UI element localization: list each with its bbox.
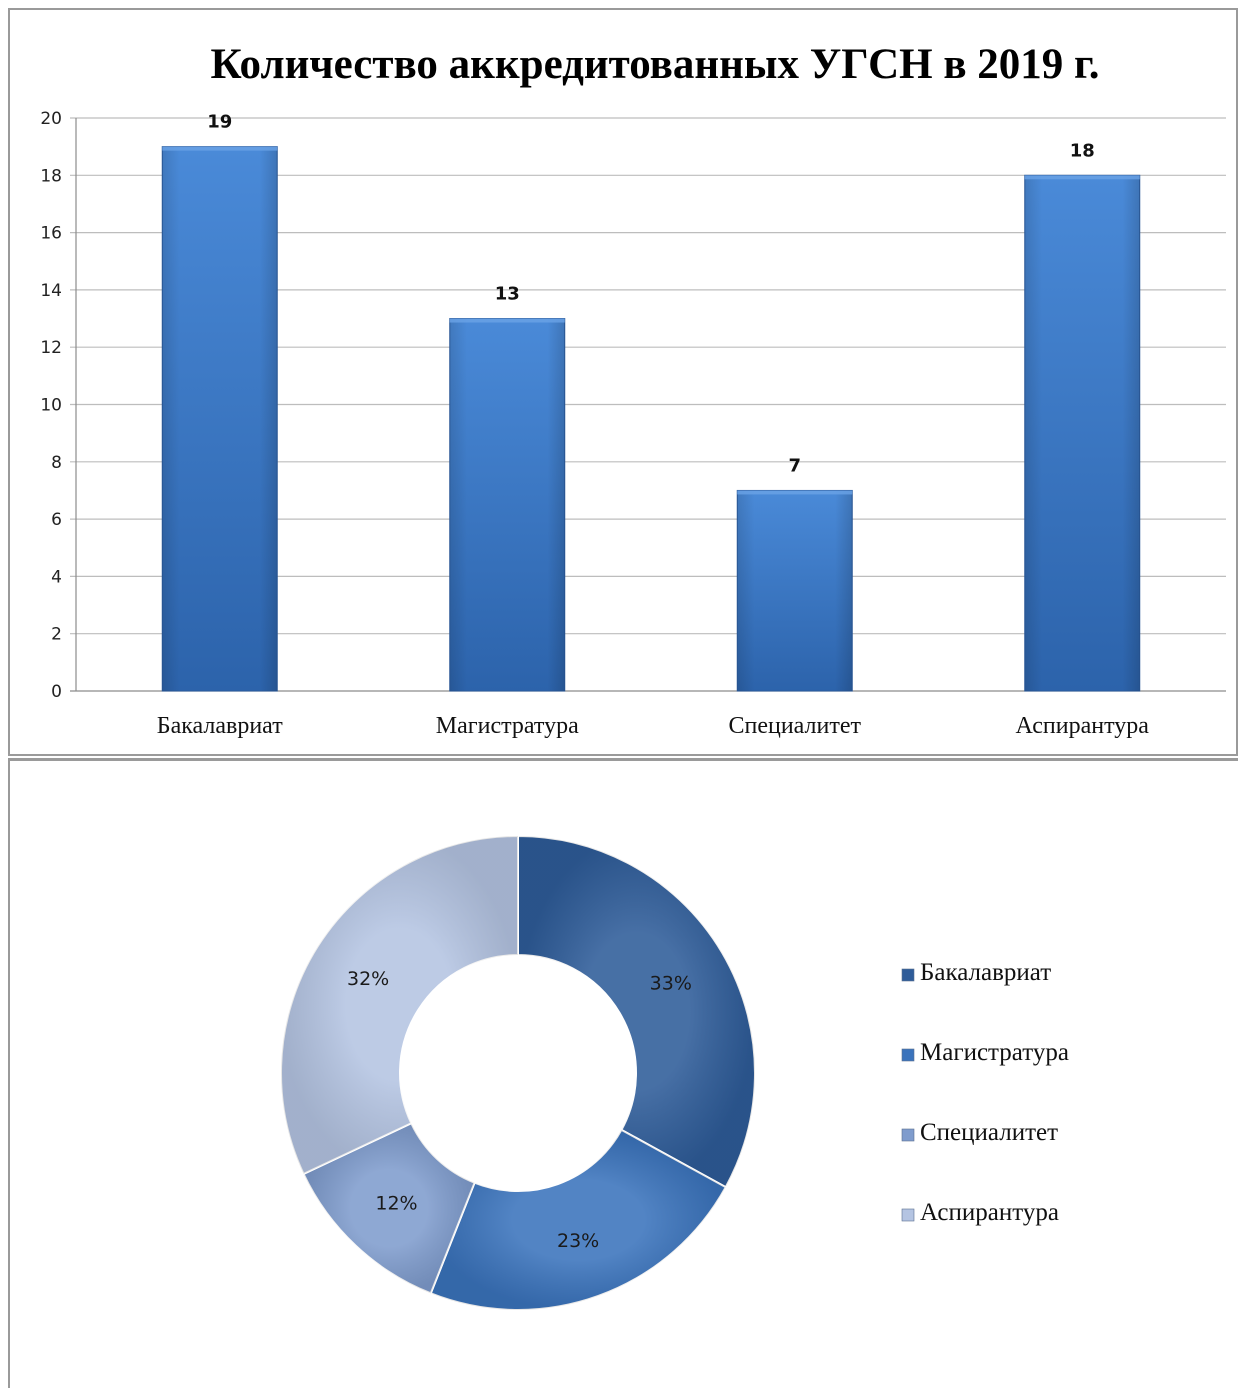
- x-tick-label: Магистратура: [436, 713, 579, 739]
- bar-series: [161, 146, 1141, 692]
- legend-item: Специалитет: [901, 1119, 1058, 1146]
- donut-slices: [280, 834, 756, 1311]
- legend-swatch: [901, 968, 915, 982]
- legend-label: Магистратура: [920, 1039, 1069, 1066]
- donut-data-label: 33%: [650, 973, 692, 995]
- x-tick-label: Аспирантура: [1016, 713, 1150, 739]
- legend-label: Бакалавриат: [920, 959, 1051, 986]
- y-tick-label: 18: [40, 166, 62, 186]
- donut-slice: [429, 1128, 728, 1311]
- legend-swatch: [901, 1128, 915, 1142]
- bar: [736, 489, 853, 692]
- y-tick-label: 6: [51, 510, 62, 530]
- donut-data-label: 23%: [557, 1230, 599, 1252]
- legend-item: Аспирантура: [901, 1199, 1059, 1226]
- donut-legend: Бакалавриат Магистратура Специалитет Аспира…: [901, 959, 1069, 1226]
- donut-slice: [517, 834, 756, 1189]
- bar-data-label: 7: [788, 455, 801, 476]
- donut-slice: [280, 834, 519, 1176]
- legend-swatch: [901, 1048, 915, 1062]
- bar-y-tick-labels: 0 2 4 6 8 10 12 14 16 18 20: [40, 109, 62, 702]
- legend-swatch: [901, 1208, 915, 1222]
- bar: [161, 146, 278, 692]
- legend-item: Магистратура: [901, 1039, 1069, 1066]
- y-tick-label: 0: [51, 682, 62, 702]
- y-tick-label: 10: [40, 396, 62, 416]
- bar-x-tick-labels: Бакалавриат Магистратура Специалитет Аспира…: [157, 713, 1150, 739]
- x-tick-label: Специалитет: [728, 713, 861, 739]
- legend-item: Бакалавриат: [901, 959, 1051, 986]
- legend-label: Аспирантура: [920, 1199, 1059, 1226]
- bar-data-label: 13: [495, 284, 520, 305]
- donut-data-label: 32%: [347, 968, 389, 990]
- bar-data-labels: 19 13 7 18: [207, 112, 1095, 477]
- bar: [1024, 174, 1141, 692]
- donut-data-labels: 33% 23% 12% 32%: [347, 968, 692, 1252]
- bar-chart-panel: Количество аккредитованных УГСН в 2019 г…: [8, 8, 1238, 756]
- bar-data-label: 19: [207, 112, 232, 133]
- bar-chart-title: Количество аккредитованных УГСН в 2019 г…: [211, 41, 1100, 88]
- y-tick-label: 12: [40, 338, 62, 358]
- bar-chart: Количество аккредитованных УГСН в 2019 г…: [40, 41, 1226, 739]
- y-tick-label: 20: [40, 109, 62, 129]
- y-tick-label: 2: [51, 625, 62, 645]
- y-tick-label: 16: [40, 224, 62, 244]
- x-tick-label: Бакалавриат: [157, 713, 283, 739]
- bar: [449, 318, 566, 692]
- y-tick-label: 8: [51, 453, 62, 473]
- legend-label: Специалитет: [920, 1119, 1058, 1146]
- donut-data-label: 12%: [375, 1192, 417, 1214]
- y-tick-label: 14: [40, 281, 62, 301]
- donut-chart: 33% 23% 12% 32% Бакалавриат Магистратура Спец…: [280, 834, 1069, 1311]
- y-tick-label: 4: [51, 567, 62, 587]
- donut-chart-panel: 33% 23% 12% 32% Бакалавриат Магистратура Спец…: [8, 758, 1238, 1388]
- bar-data-label: 18: [1070, 140, 1095, 161]
